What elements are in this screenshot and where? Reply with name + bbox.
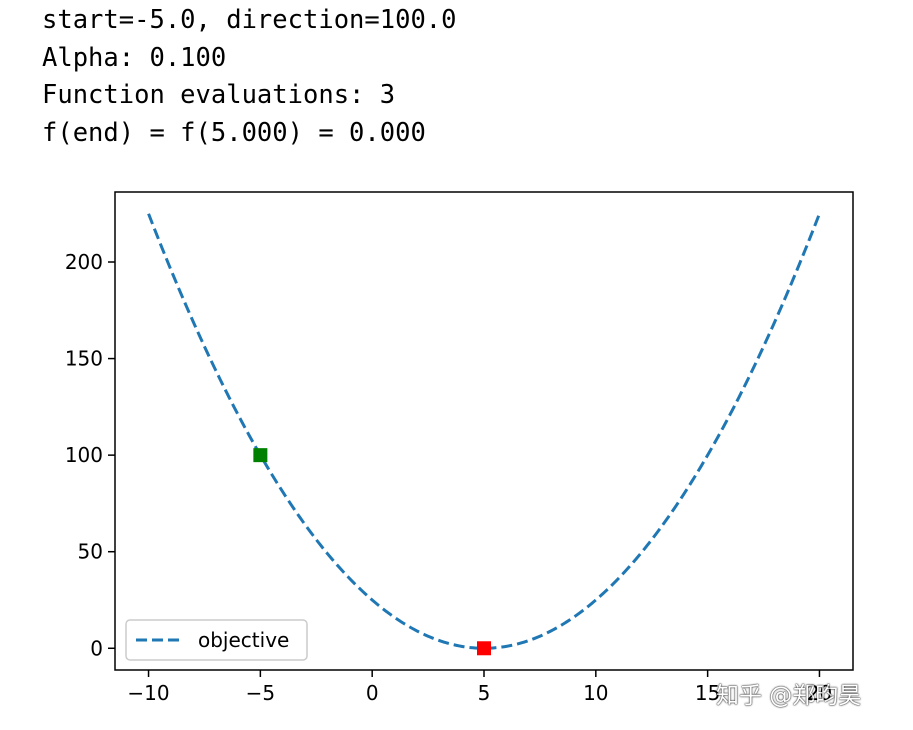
x-tick-label: 0: [366, 681, 379, 705]
output-line-alpha: Alpha: 0.100: [42, 42, 227, 73]
output-text: start=-5.0, direction=100.0 Alpha: 0.100 F…: [42, 2, 457, 152]
axes-frame: [114, 191, 854, 671]
output-line-start: start=-5.0, direction=100.0: [42, 5, 457, 35]
y-tick-label: 50: [78, 540, 103, 564]
x-tick-label: 10: [583, 681, 608, 705]
y-tick-label: 150: [65, 347, 103, 371]
marker-start: [253, 448, 268, 463]
y-tick-label: 200: [65, 250, 103, 274]
series-line-objective: [147, 213, 821, 650]
x-tick-label: 15: [695, 681, 720, 705]
x-tick-label: 5: [478, 681, 491, 705]
x-tick-label: −10: [127, 681, 169, 705]
legend-box: [125, 619, 308, 661]
x-tick-label: −5: [246, 681, 275, 705]
y-tick-label: 0: [90, 636, 103, 660]
x-tick-label: 20: [807, 681, 832, 705]
y-tick-label: 100: [65, 443, 103, 467]
legend-label: objective: [198, 628, 289, 652]
watermark: 知乎 @郑昀昊: [716, 683, 862, 709]
output-line-evaluations: Function evaluations: 3: [42, 80, 396, 110]
marker-end: [477, 641, 491, 656]
output-line-result: f(end) = f(5.000) = 0.000: [42, 117, 426, 148]
